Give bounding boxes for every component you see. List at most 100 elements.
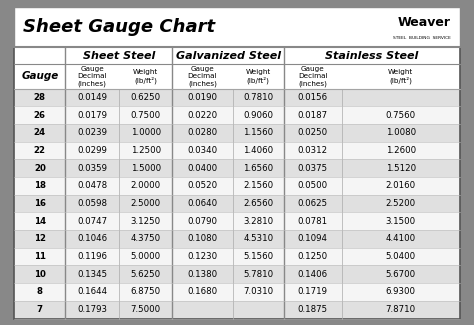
Bar xyxy=(284,230,342,248)
Bar xyxy=(173,195,233,212)
Bar xyxy=(233,301,284,318)
Text: 20: 20 xyxy=(34,164,46,173)
Bar xyxy=(119,64,173,88)
Bar xyxy=(173,177,233,195)
Bar xyxy=(233,124,284,142)
Text: 4.3750: 4.3750 xyxy=(131,234,161,243)
Text: 0.1230: 0.1230 xyxy=(187,252,218,261)
Text: 0.1406: 0.1406 xyxy=(298,270,328,279)
Text: 2.1560: 2.1560 xyxy=(243,181,273,190)
Bar xyxy=(233,266,284,283)
Text: Sheet Gauge Chart: Sheet Gauge Chart xyxy=(23,18,215,36)
Text: 0.0250: 0.0250 xyxy=(298,128,328,137)
Text: 5.7810: 5.7810 xyxy=(243,270,273,279)
Bar xyxy=(284,301,342,318)
Text: 0.1345: 0.1345 xyxy=(77,270,107,279)
Text: Sheet Steel: Sheet Steel xyxy=(83,51,155,61)
Bar xyxy=(342,248,460,266)
Bar xyxy=(173,248,233,266)
Bar xyxy=(14,212,65,230)
Text: 0.7560: 0.7560 xyxy=(386,111,416,120)
Text: 0.1094: 0.1094 xyxy=(298,234,328,243)
Bar xyxy=(173,301,233,318)
Text: 0.1080: 0.1080 xyxy=(187,234,218,243)
Bar xyxy=(173,212,233,230)
Text: 0.1380: 0.1380 xyxy=(187,270,218,279)
Bar xyxy=(233,106,284,124)
Text: 0.0187: 0.0187 xyxy=(298,111,328,120)
Bar xyxy=(233,64,284,88)
Bar xyxy=(342,283,460,301)
Bar xyxy=(14,195,65,212)
Bar xyxy=(65,177,119,195)
Text: 7: 7 xyxy=(37,305,43,314)
Text: 0.1046: 0.1046 xyxy=(77,234,107,243)
Text: 6.8750: 6.8750 xyxy=(131,288,161,296)
Text: 0.7810: 0.7810 xyxy=(243,93,273,102)
Text: 16: 16 xyxy=(34,199,46,208)
Text: 0.0500: 0.0500 xyxy=(298,181,328,190)
Bar xyxy=(342,230,460,248)
Bar xyxy=(119,124,173,142)
Text: 24: 24 xyxy=(34,128,46,137)
Bar xyxy=(14,6,460,47)
Text: 0.0520: 0.0520 xyxy=(187,181,218,190)
Bar xyxy=(119,266,173,283)
Text: 4.4100: 4.4100 xyxy=(386,234,416,243)
Bar xyxy=(342,142,460,159)
Text: Gauge: Gauge xyxy=(21,72,58,81)
Bar xyxy=(284,159,342,177)
Bar xyxy=(14,301,65,318)
Text: 0.0747: 0.0747 xyxy=(77,217,107,226)
Text: Gauge
Decimal
(inches): Gauge Decimal (inches) xyxy=(188,66,217,87)
Text: 0.0375: 0.0375 xyxy=(298,164,328,173)
Text: 0.0280: 0.0280 xyxy=(187,128,218,137)
Text: 7.8710: 7.8710 xyxy=(386,305,416,314)
Text: 0.1196: 0.1196 xyxy=(77,252,107,261)
Text: 1.6560: 1.6560 xyxy=(243,164,273,173)
Bar xyxy=(14,266,65,283)
Bar xyxy=(119,88,173,106)
Bar xyxy=(342,195,460,212)
Text: 1.4060: 1.4060 xyxy=(243,146,273,155)
Bar xyxy=(233,88,284,106)
Bar xyxy=(233,212,284,230)
Bar xyxy=(119,106,173,124)
Text: 5.0000: 5.0000 xyxy=(131,252,161,261)
Text: 10: 10 xyxy=(34,270,46,279)
Text: 0.0190: 0.0190 xyxy=(188,93,218,102)
Text: 3.2810: 3.2810 xyxy=(243,217,273,226)
Bar xyxy=(173,64,233,88)
Bar xyxy=(233,248,284,266)
Bar xyxy=(14,47,65,64)
Bar xyxy=(173,124,233,142)
Bar xyxy=(284,64,342,88)
Bar xyxy=(14,88,65,106)
Text: Gauge
Decimal
(inches): Gauge Decimal (inches) xyxy=(77,66,107,87)
Text: Weaver: Weaver xyxy=(398,16,451,29)
Bar xyxy=(173,142,233,159)
Bar xyxy=(65,159,119,177)
Bar xyxy=(173,47,284,64)
Text: 0.1875: 0.1875 xyxy=(298,305,328,314)
Bar xyxy=(284,47,460,64)
Text: 0.0149: 0.0149 xyxy=(77,93,107,102)
Bar xyxy=(65,283,119,301)
Bar xyxy=(284,283,342,301)
Text: 1.5000: 1.5000 xyxy=(131,164,161,173)
Text: 0.1644: 0.1644 xyxy=(77,288,107,296)
Bar xyxy=(119,230,173,248)
Text: 3.1250: 3.1250 xyxy=(131,217,161,226)
Bar xyxy=(119,212,173,230)
Text: 11: 11 xyxy=(34,252,46,261)
Text: 0.6250: 0.6250 xyxy=(131,93,161,102)
Bar xyxy=(14,142,65,159)
Text: 0.0625: 0.0625 xyxy=(298,199,328,208)
Bar xyxy=(284,142,342,159)
Text: Stainless Steel: Stainless Steel xyxy=(325,51,419,61)
Text: 1.0000: 1.0000 xyxy=(131,128,161,137)
Text: 0.0156: 0.0156 xyxy=(298,93,328,102)
Bar xyxy=(173,106,233,124)
Text: 0.0790: 0.0790 xyxy=(188,217,218,226)
Bar xyxy=(233,177,284,195)
